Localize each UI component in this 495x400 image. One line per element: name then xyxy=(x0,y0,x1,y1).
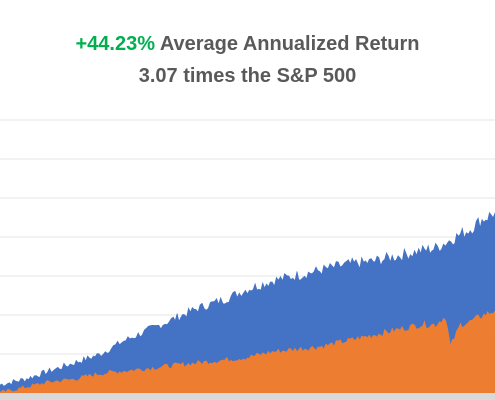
x-axis-band xyxy=(0,393,495,400)
area-series-bottom xyxy=(0,310,495,394)
title-line-1: +44.23% Average Annualized Return xyxy=(0,28,495,60)
return-highlight: +44.23% xyxy=(75,33,155,55)
chart-areas xyxy=(0,211,495,394)
chart-title: +44.23% Average Annualized Return 3.07 t… xyxy=(0,28,495,92)
title-line-2: 3.07 times the S&P 500 xyxy=(138,65,357,87)
title-line-1-text: Average Annualized Return xyxy=(155,33,420,55)
